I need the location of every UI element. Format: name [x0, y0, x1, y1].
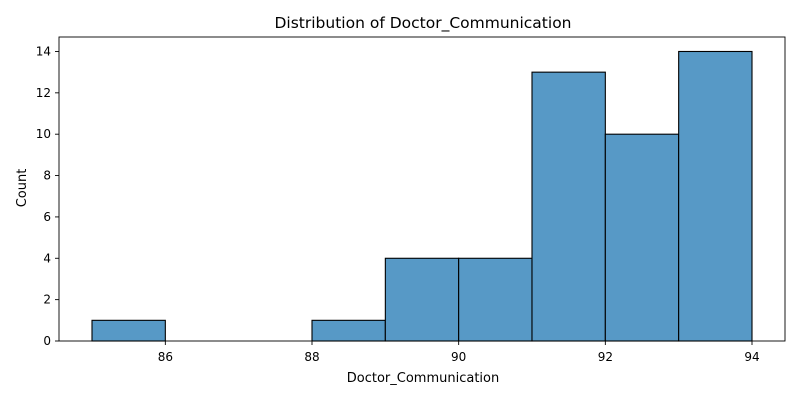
plot-frame [58, 36, 786, 342]
histogram-bar [311, 319, 386, 342]
histogram-bar [458, 257, 533, 342]
y-axis-ticks: 0 2 4 6 8 10 12 14 [36, 44, 59, 348]
histogram-bar [91, 319, 166, 342]
y-tick-label: 8 [43, 169, 51, 183]
x-tick-label: 90 [451, 350, 466, 364]
bars-group [91, 50, 753, 342]
y-tick-label: 12 [36, 86, 51, 100]
y-tick-label: 4 [43, 251, 51, 265]
x-axis-ticks: 86 88 90 92 94 [158, 341, 760, 364]
x-tick-label: 88 [304, 350, 319, 364]
histogram-bar [678, 50, 753, 342]
y-tick-label: 2 [43, 293, 51, 307]
y-tick-label: 10 [36, 127, 51, 141]
y-axis-label: Count [15, 169, 30, 208]
histogram-bar [604, 133, 680, 342]
x-axis-label: Doctor_Communication [347, 371, 499, 386]
histogram-bar [384, 257, 460, 342]
y-tick-label: 0 [43, 334, 51, 348]
chart-title: Distribution of Doctor_Communication [274, 14, 571, 33]
x-tick-label: 86 [158, 350, 173, 364]
y-tick-label: 14 [36, 44, 51, 58]
x-tick-label: 94 [744, 350, 759, 364]
y-tick-label: 6 [43, 210, 51, 224]
histogram-bar [531, 71, 606, 342]
x-tick-label: 92 [598, 350, 613, 364]
